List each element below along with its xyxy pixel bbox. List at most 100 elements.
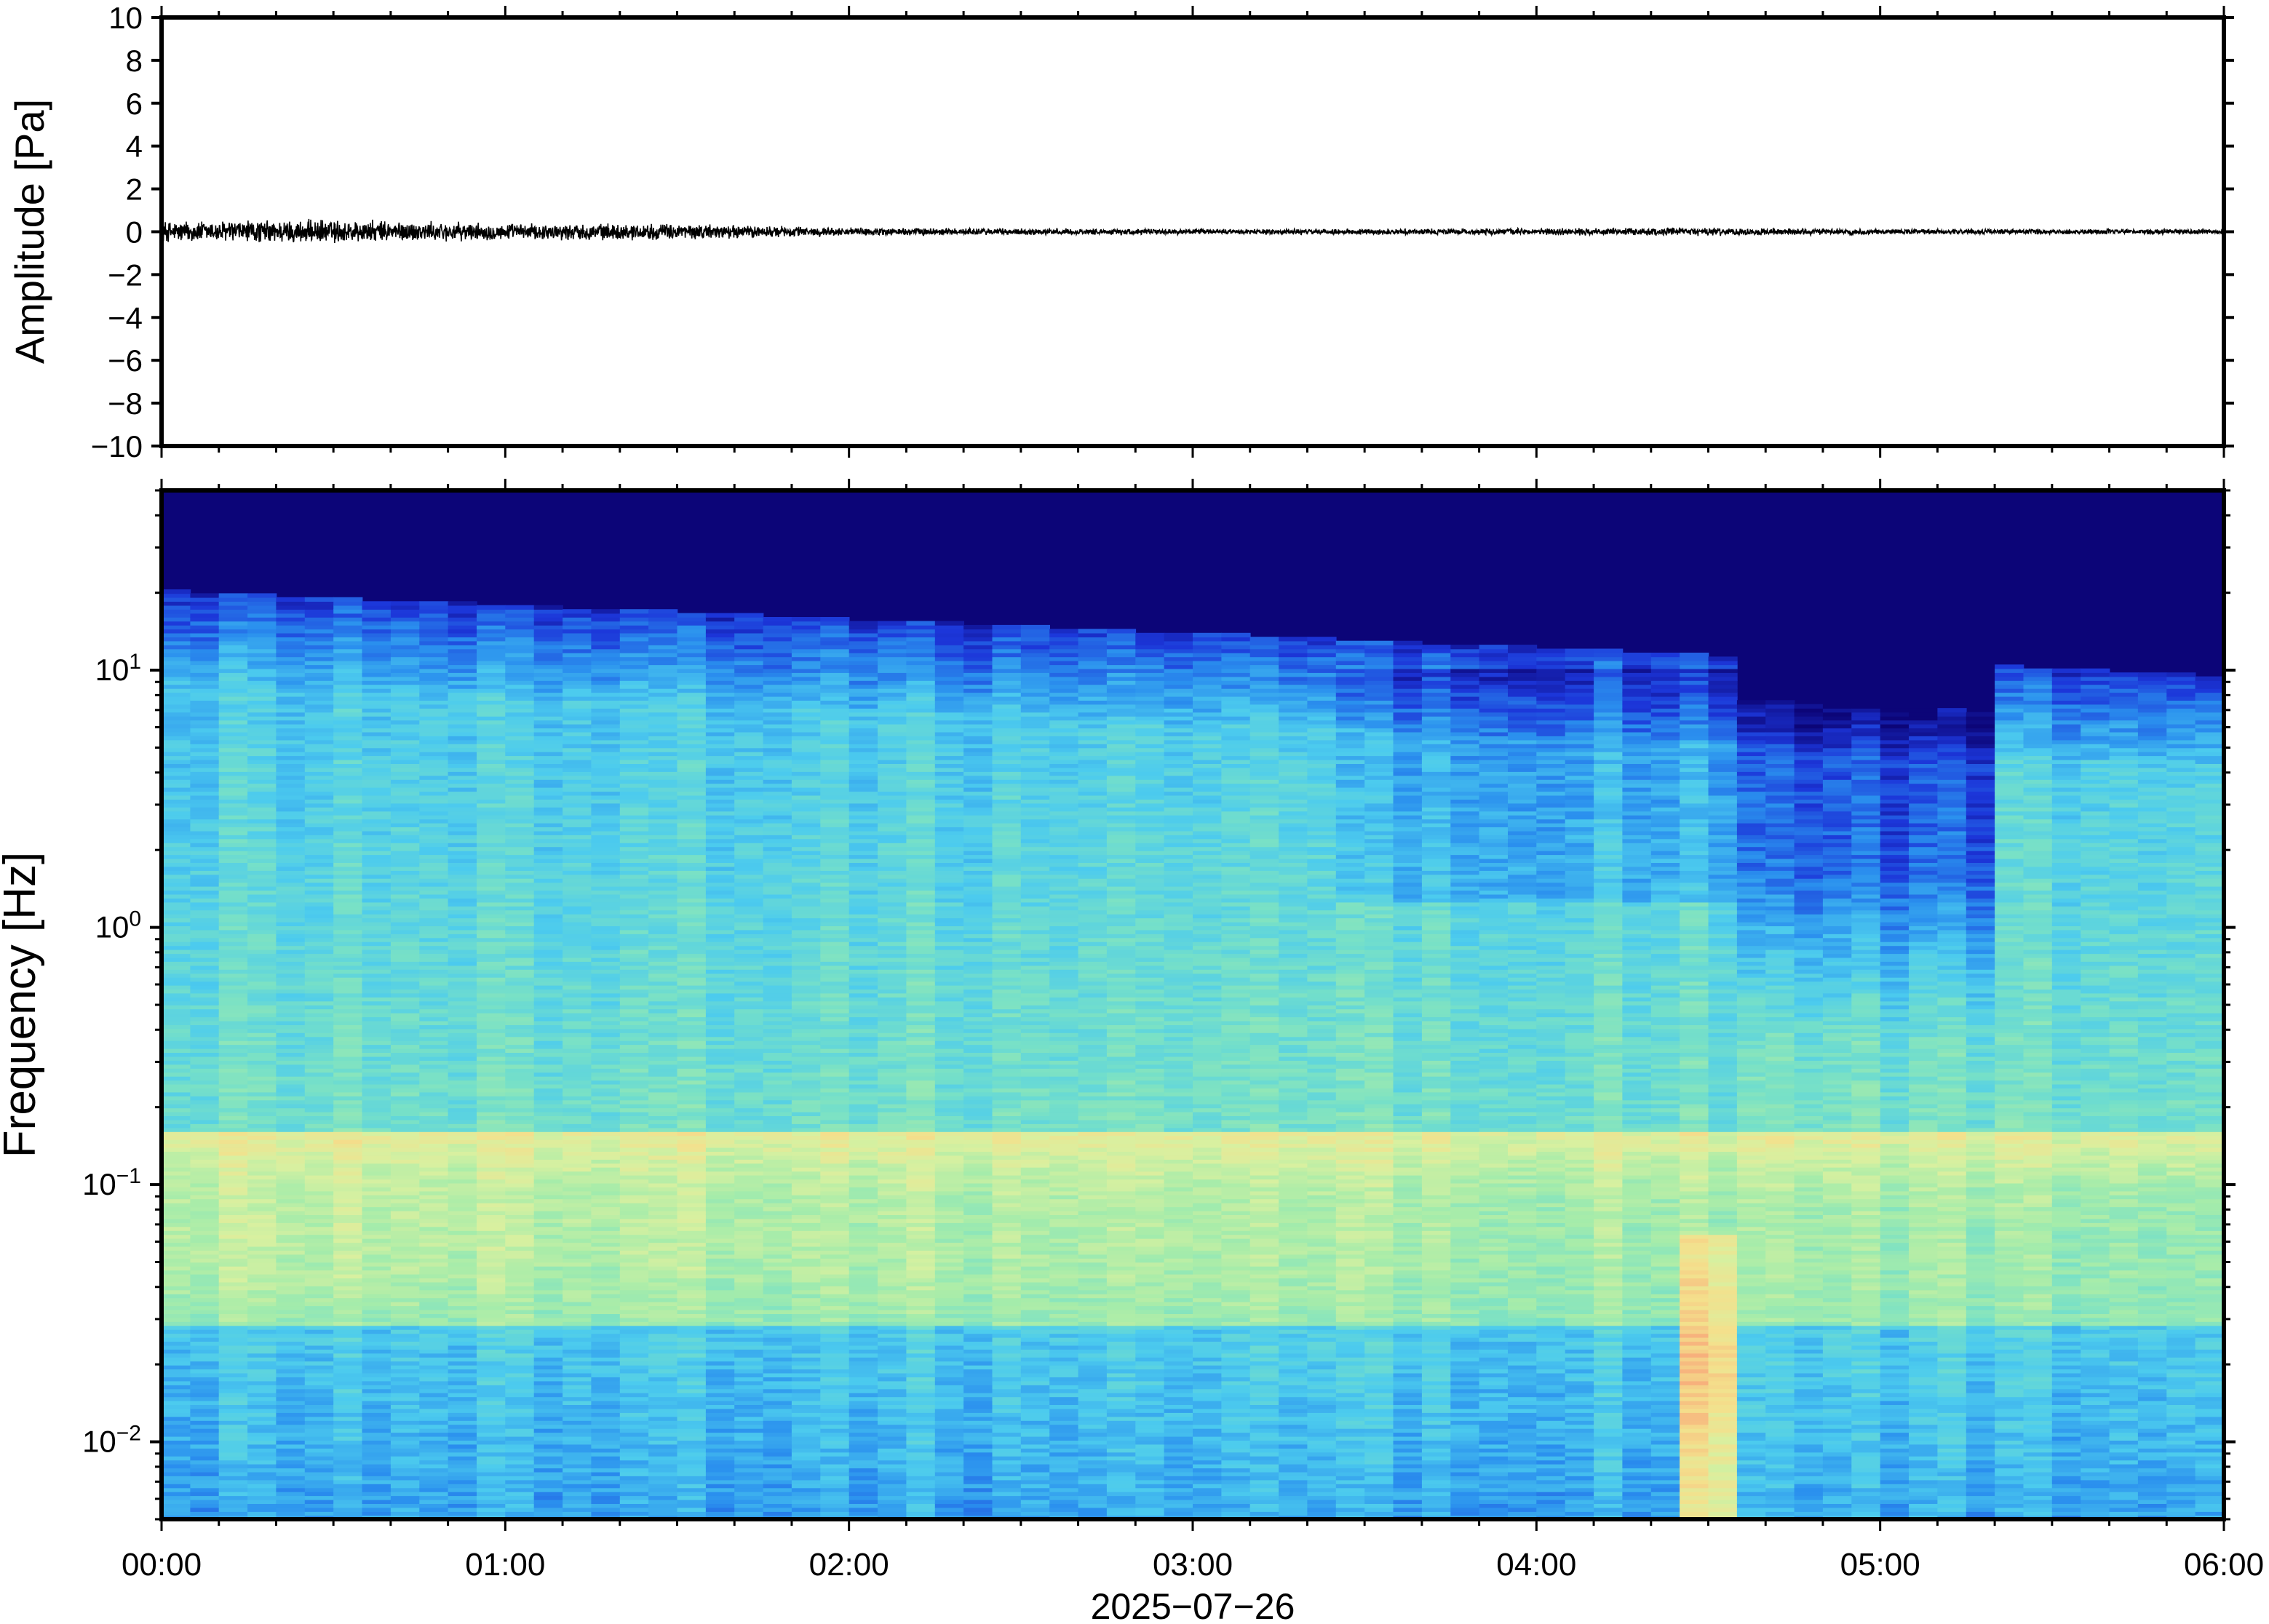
- spectrogram-cell: [533, 653, 563, 658]
- spectrogram-cell: [648, 1131, 678, 1137]
- spectrogram-cell: [247, 1091, 277, 1096]
- spectrogram-cell: [304, 1420, 334, 1425]
- spectrogram-cell: [162, 885, 191, 891]
- spectrogram-cell: [705, 1206, 736, 1211]
- spectrogram-cell: [218, 1198, 248, 1203]
- spectrogram-cell: [304, 1075, 334, 1081]
- spectrogram-cell: [648, 1424, 678, 1429]
- spectrogram-cell: [190, 957, 220, 962]
- spectrogram-cell: [218, 882, 248, 887]
- spectrogram-cell: [276, 1301, 306, 1307]
- spectrogram-cell: [247, 1036, 277, 1041]
- spectrogram-cell: [247, 1159, 277, 1164]
- spectrogram-cell: [247, 597, 277, 602]
- spectrogram-cell: [505, 1187, 535, 1192]
- spectrogram-cell: [563, 1012, 592, 1018]
- spectrogram-cell: [734, 640, 764, 645]
- spectrogram-cell: [190, 1012, 220, 1018]
- spectrogram-cell: [477, 1206, 506, 1211]
- spectrogram-cell: [705, 1273, 736, 1278]
- spectrogram-cell: [448, 609, 477, 614]
- spectrogram-cell: [705, 1072, 736, 1077]
- spectrogram-cell: [333, 1088, 363, 1093]
- spectrogram-cell: [419, 1000, 449, 1006]
- spectrogram-cell: [705, 1432, 736, 1437]
- spectrogram-cell: [705, 901, 736, 907]
- spectrogram-cell: [734, 1479, 764, 1484]
- spectrogram-cell: [247, 953, 277, 958]
- spectrogram-cell: [563, 819, 592, 824]
- spectrogram-cell: [448, 1361, 477, 1366]
- spectrogram-cell: [362, 1179, 392, 1184]
- spectrogram-cell: [304, 906, 334, 911]
- spectrogram-cell: [734, 827, 764, 832]
- spectrogram-cell: [333, 870, 363, 875]
- spectrogram-cell: [333, 1016, 363, 1022]
- spectrogram-cell: [419, 1317, 449, 1322]
- spectrogram-cell: [563, 901, 592, 907]
- spectrogram-cell: [591, 893, 621, 899]
- spectrogram-cell: [619, 1187, 649, 1192]
- spectrogram-cell: [390, 1083, 421, 1088]
- spectrogram-cell: [247, 720, 277, 725]
- spectrogram-cell: [734, 874, 764, 879]
- spectrogram-cell: [477, 624, 506, 630]
- spectrogram-cell: [648, 1471, 678, 1476]
- spectrogram-cell: [619, 1111, 649, 1116]
- spectrogram-cell: [304, 1385, 334, 1390]
- spectrogram-cell: [362, 1056, 392, 1061]
- spectrogram-cell: [448, 1099, 477, 1104]
- spectrogram-cell: [734, 1024, 764, 1030]
- spectrogram-cell: [218, 969, 248, 974]
- spectrogram-cell: [162, 1484, 191, 1489]
- spectrogram-cell: [304, 1294, 334, 1299]
- spectrogram-cell: [505, 838, 535, 843]
- spectrogram-cell: [505, 1214, 535, 1219]
- spectrogram-cell: [533, 1068, 563, 1073]
- spectrogram-cell: [563, 1226, 592, 1231]
- spectrogram-cell: [705, 676, 736, 681]
- spectrogram-cell: [505, 1444, 535, 1449]
- spectrogram-cell: [563, 1163, 592, 1168]
- spectrogram-cell: [419, 1265, 449, 1271]
- spectrogram-cell: [505, 1385, 535, 1390]
- spectrogram-cell: [505, 862, 535, 867]
- spectrogram-cell: [648, 1238, 678, 1243]
- spectrogram-cell: [505, 866, 535, 871]
- spectrogram-cell: [448, 965, 477, 970]
- spectrogram-cell: [533, 850, 563, 856]
- spectrogram-cell: [477, 862, 506, 867]
- spectrogram-cell: [162, 866, 191, 871]
- spectrogram-cell: [505, 1080, 535, 1085]
- spectrogram-cell: [505, 629, 535, 634]
- spectrogram-cell: [448, 613, 477, 618]
- spectrogram-cell: [190, 680, 220, 685]
- spectrogram-cell: [591, 771, 621, 776]
- spectrogram-cell: [591, 1372, 621, 1377]
- spectrogram-cell: [648, 775, 678, 780]
- spectrogram-cell: [563, 866, 592, 871]
- spectrogram-cell: [304, 1369, 334, 1374]
- spectrogram-cell: [619, 1139, 649, 1145]
- spectrogram-cell: [247, 1448, 277, 1453]
- spectrogram-cell: [477, 1286, 506, 1291]
- spectrogram-cell: [448, 688, 477, 693]
- spectrogram-cell: [533, 1147, 563, 1152]
- spectrogram-cell: [734, 704, 764, 709]
- spectrogram-cell: [505, 909, 535, 915]
- spectrogram-cell: [162, 771, 191, 776]
- spectrogram-cell: [304, 961, 334, 966]
- spectrogram-cell: [247, 601, 277, 606]
- spectrogram-cell: [190, 1476, 220, 1481]
- spectrogram-cell: [304, 739, 334, 744]
- spectrogram-cell: [162, 811, 191, 816]
- spectrogram-cell: [247, 1499, 277, 1504]
- spectrogram-cell: [190, 1495, 220, 1500]
- spectrogram-cell: [247, 1404, 277, 1409]
- spectrogram-cell: [619, 1040, 649, 1046]
- spectrogram-cell: [591, 1412, 621, 1417]
- spectrogram-cell: [648, 1353, 678, 1358]
- spectrogram-cell: [591, 1091, 621, 1096]
- spectrogram-cell: [333, 949, 363, 955]
- spectrogram-cell: [304, 1289, 334, 1294]
